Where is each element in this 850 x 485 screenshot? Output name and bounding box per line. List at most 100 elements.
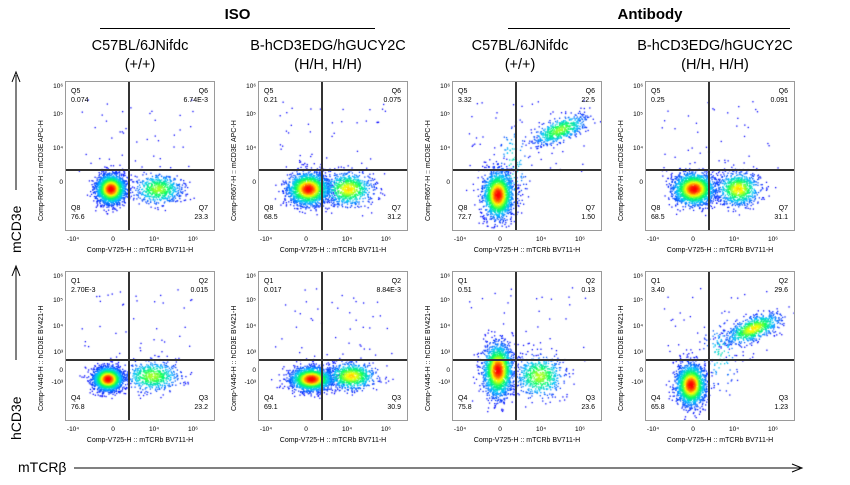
scatter-density <box>66 272 214 420</box>
x-tick-label: 0 <box>111 236 115 243</box>
quadrant-gate-vertical <box>515 82 517 230</box>
quadrant-percent: 65.8 <box>651 404 665 411</box>
y-tick-label: 10⁵ <box>633 111 643 118</box>
x-tick-label: 0 <box>111 426 115 433</box>
x-tick-label: 10⁶ <box>188 236 198 243</box>
quadrant-percent: 1.50 <box>581 214 595 221</box>
x-tick-label: 0 <box>304 236 308 243</box>
flow-plot: Q5 3.32 Q6 22.5 Q8 72.7 Q7 1.50 <box>452 81 602 231</box>
quadrant-percent: 3.40 <box>651 287 665 294</box>
quadrant-name: Q6 <box>198 88 208 95</box>
x-tick-label: -10⁴ <box>646 426 660 433</box>
quadrant-percent: 0.51 <box>458 287 472 294</box>
x-tick-label: 10⁶ <box>381 236 391 243</box>
group-divider <box>100 28 375 29</box>
x-tick-label: 10⁴ <box>341 426 353 433</box>
quadrant-gate-horizontal <box>259 359 407 361</box>
quadrant-label: Q4 65.8 <box>651 394 665 412</box>
quadrant-percent: 76.6 <box>71 214 85 221</box>
flow-plot: Q1 3.40 Q2 29.6 Q4 65.8 Q3 1.23 <box>645 271 795 421</box>
y-tick-label: 0 <box>639 179 643 186</box>
x-tick-label: 0 <box>498 236 502 243</box>
group-label-antibody: Antibody <box>617 6 683 23</box>
quadrant-label: Q8 76.6 <box>71 204 85 222</box>
quadrant-gate-vertical <box>321 272 323 420</box>
y-tick-label: 10⁴ <box>439 145 450 152</box>
y-tick-label: 10⁵ <box>53 111 63 118</box>
x-tick-label: 10⁶ <box>768 426 778 433</box>
x-tick-label: 10⁴ <box>535 236 547 243</box>
x-tick-label: -10⁴ <box>259 426 273 433</box>
quadrant-name: Q7 <box>391 205 401 212</box>
x-tick-label: -10⁴ <box>66 236 80 243</box>
y-tick-label: 10³ <box>440 349 450 356</box>
quadrant-name: Q1 <box>458 278 468 285</box>
y-tick-label: 10⁴ <box>52 145 63 152</box>
quadrant-name: Q2 <box>198 278 208 285</box>
y-tick-label: 0 <box>639 367 643 374</box>
quadrant-name: Q8 <box>651 205 661 212</box>
x-tick-label: 10⁶ <box>188 426 198 433</box>
x-tick-label: 10⁶ <box>575 426 585 433</box>
flow-plot: Q1 2.70E-3 Q2 0.015 Q4 76.8 Q3 23.2 <box>65 271 215 421</box>
y-tick-label: 0 <box>252 367 256 374</box>
quadrant-name: Q1 <box>264 278 274 285</box>
quadrant-label: Q3 1.23 <box>774 394 788 412</box>
x-tick-label: 0 <box>498 426 502 433</box>
quadrant-name: Q3 <box>198 395 208 402</box>
quadrant-label: Q6 0.075 <box>383 87 401 105</box>
y-tick-label: 10⁵ <box>633 297 643 304</box>
y-tick-label: -10³ <box>244 379 256 386</box>
x-tick-label: 0 <box>304 426 308 433</box>
quadrant-gate-horizontal <box>453 169 601 171</box>
quadrant-percent: 75.8 <box>458 404 472 411</box>
quadrant-label: Q6 22.5 <box>581 87 595 105</box>
y-tick-label: 10⁴ <box>632 323 643 330</box>
scatter-density <box>259 272 407 420</box>
y-tick-label: 0 <box>446 367 450 374</box>
scatter-density <box>646 82 794 230</box>
quadrant-label: Q8 68.5 <box>651 204 665 222</box>
quadrant-name: Q4 <box>71 395 81 402</box>
quadrant-name: Q8 <box>264 205 274 212</box>
quadrant-label: Q6 6.74E-3 <box>183 87 208 105</box>
y-tick-label: 10⁶ <box>633 83 643 90</box>
column-label: B-hCD3EDG/hGUCY2C (H/H, H/H) <box>637 38 793 73</box>
quadrant-percent: 22.5 <box>581 97 595 104</box>
y-tick-label: 0 <box>252 179 256 186</box>
x-tick-label: 10⁶ <box>381 426 391 433</box>
scatter-density <box>453 272 601 420</box>
x-tick-label: 10⁴ <box>728 236 740 243</box>
quadrant-label: Q8 68.5 <box>264 204 278 222</box>
scatter-density <box>646 272 794 420</box>
quadrant-name: Q3 <box>585 395 595 402</box>
quadrant-name: Q4 <box>651 395 661 402</box>
arrow-up-icon <box>11 70 21 190</box>
quadrant-name: Q1 <box>71 278 81 285</box>
quadrant-gate-horizontal <box>66 359 214 361</box>
quadrant-name: Q4 <box>264 395 274 402</box>
quadrant-label: Q3 23.2 <box>194 394 208 412</box>
column-label: C57BL/6JNifdc (+/+) <box>471 38 569 73</box>
quadrant-label: Q2 29.6 <box>774 277 788 295</box>
quadrant-gate-vertical <box>708 82 710 230</box>
column-label: C57BL/6JNifdc (+/+) <box>91 38 189 73</box>
quadrant-percent: 0.25 <box>651 97 665 104</box>
quadrant-label: Q1 0.017 <box>264 277 282 295</box>
quadrant-percent: 29.6 <box>774 287 788 294</box>
quadrant-percent: 72.7 <box>458 214 472 221</box>
quadrant-percent: 3.32 <box>458 97 472 104</box>
quadrant-percent: 69.1 <box>264 404 278 411</box>
y-tick-label: 10⁴ <box>245 145 256 152</box>
y-tick-label: 10⁶ <box>53 83 63 90</box>
quadrant-name: Q2 <box>391 278 401 285</box>
y-tick-label: 0 <box>59 367 63 374</box>
quadrant-gate-horizontal <box>646 359 794 361</box>
x-axis-label: Comp-V725-H :: mTCRb BV711-H <box>86 437 194 444</box>
y-axis-label: Comp-V445-H :: hCD3E BV421-H <box>425 305 432 411</box>
x-axis-label: Comp-V725-H :: mTCRb BV711-H <box>86 247 194 254</box>
y-tick-label: -10³ <box>51 379 63 386</box>
y-axis-label: Comp-R667-H :: mCD3E APC-H <box>425 120 432 221</box>
quadrant-name: Q6 <box>778 88 788 95</box>
y-tick-label: 10⁵ <box>53 297 63 304</box>
